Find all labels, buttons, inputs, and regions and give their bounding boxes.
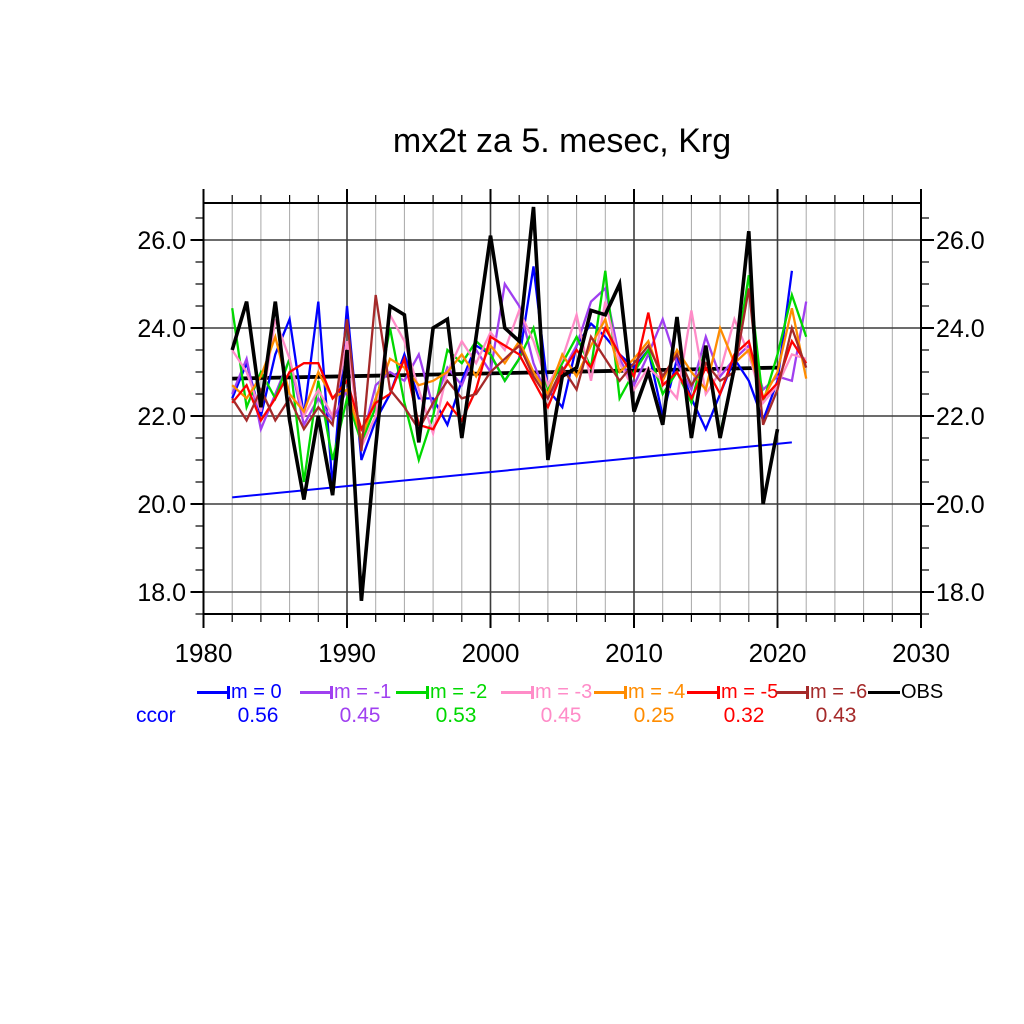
ccor-row: ccor 0.56 0.45 0.53 0.45 0.25 0.32 0.43: [0, 704, 1024, 728]
legend-line-endcap-icon: [531, 685, 534, 699]
ccor-value-m-2: 0.53: [435, 704, 477, 727]
y-tick-label-right: 20.0: [936, 491, 985, 519]
legend-entry-m-0: m = 0: [197, 682, 282, 702]
m-0-trend: [232, 441, 792, 499]
legend-label-m-3: m = -3: [535, 681, 593, 703]
legend-label-m-1: m = -1: [334, 681, 392, 703]
legend-label-m-5: m = -5: [721, 681, 779, 703]
x-tick-label: 1980: [175, 638, 233, 668]
legend-entry-m-1: m = -1: [300, 682, 391, 702]
ccor-value-m-1: 0.45: [339, 704, 381, 727]
legend-line-icon: [396, 690, 426, 694]
y-tick-label-left: 26.0: [137, 227, 186, 255]
legend-entry-obs: OBS: [868, 682, 943, 702]
legend-label-obs: OBS: [901, 681, 944, 703]
ccor-value-m-5: 0.32: [723, 704, 765, 727]
y-tick-label-left: 24.0: [137, 315, 186, 343]
y-tick-label-left: 18.0: [137, 579, 186, 607]
chart-title: mx2t za 5. mesec, Krg: [392, 122, 732, 160]
legend-label-m-0: m = 0: [231, 681, 282, 703]
ccor-value-m-6: 0.43: [815, 704, 857, 727]
legend-entry-m-2: m = -2: [396, 682, 487, 702]
y-tick-label-left: 20.0: [137, 491, 186, 519]
legend-line-icon: [687, 690, 717, 694]
legend-entry-m-5: m = -5: [687, 682, 778, 702]
ccor-value-m-3: 0.45: [540, 704, 582, 727]
ccor-value-m-0: 0.56: [237, 704, 279, 727]
x-tick-label: 2030: [892, 638, 950, 668]
legend: m = 0 m = -1 m = -2 m = -3 m = -4 m = -5 m = -…: [0, 682, 1024, 702]
axes: [190, 189, 934, 628]
legend-line-icon: [197, 690, 227, 694]
series-lines: [230, 206, 808, 601]
legend-entry-m-4: m = -4: [594, 682, 685, 702]
y-tick-label-right: 22.0: [936, 403, 985, 431]
legend-label-m-4: m = -4: [628, 681, 686, 703]
axis-labels: 18.0 18.0 20.0 20.0 22.0 22.0 24.0 24.0 26.0 26.0…: [137, 227, 984, 668]
series-line-obs: [230, 206, 780, 601]
legend-line-endcap-icon: [426, 685, 429, 699]
legend-line-icon: [776, 690, 806, 694]
legend-label-m-2: m = -2: [430, 681, 488, 703]
ccor-value-m-4: 0.25: [633, 704, 675, 727]
plot-frame: [202, 202, 922, 615]
ccor-label: ccor: [136, 704, 176, 727]
x-tick-label: 1990: [318, 638, 376, 668]
y-tick-label-right: 18.0: [936, 579, 985, 607]
legend-line-endcap-icon: [624, 685, 627, 699]
y-tick-label-right: 24.0: [936, 315, 985, 343]
series-line-m-1: [231, 280, 808, 447]
x-tick-label: 2020: [749, 638, 807, 668]
legend-line-endcap-icon: [330, 685, 333, 699]
legend-line-icon: [300, 690, 330, 694]
legend-line-endcap-icon: [227, 685, 230, 699]
y-tick-label-left: 22.0: [137, 403, 186, 431]
legend-line-icon: [868, 690, 900, 694]
legend-line-icon: [594, 690, 624, 694]
legend-entry-m-6: m = -6: [776, 682, 867, 702]
y-tick-label-right: 26.0: [936, 227, 985, 255]
legend-line-icon: [501, 690, 531, 694]
x-tick-label: 2000: [462, 638, 520, 668]
legend-line-endcap-icon: [717, 685, 720, 699]
legend-label-m-6: m = -6: [810, 681, 868, 703]
x-tick-label: 2010: [605, 638, 663, 668]
legend-line-endcap-icon: [806, 685, 809, 699]
legend-entry-m-3: m = -3: [501, 682, 592, 702]
